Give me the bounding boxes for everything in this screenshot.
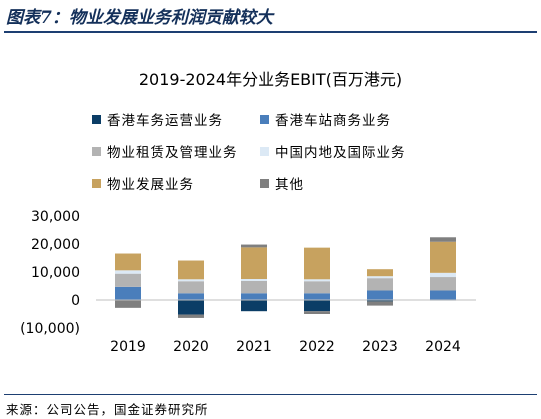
bar-segment-hk_transport-2021 (241, 300, 267, 312)
y-tick-label: 30,000 (31, 209, 80, 225)
legend-swatch (92, 178, 101, 188)
legend-swatch (92, 114, 101, 124)
bar-segment-other-2022 (304, 311, 330, 314)
bar-segment-property_dev-2019 (115, 253, 141, 271)
legend-label: 香港车务运营业务 (107, 113, 223, 129)
legend-item-mainland: 中国内地及国际业务 (260, 141, 406, 161)
bar-segment-property_dev-2023 (367, 269, 393, 277)
legend-label: 香港车站商务业务 (275, 113, 391, 129)
legend-label: 物业租赁及管理业务 (107, 145, 238, 161)
bar-segment-other-2020 (178, 314, 204, 318)
bar-segment-mainland-2023 (367, 276, 393, 279)
chart-title: 2019-2024年分业务EBIT(百万港元) (138, 70, 403, 89)
legend-swatch (260, 178, 269, 188)
bar-segment-hk_station-2024 (430, 290, 456, 300)
y-tick-label: 0 (71, 293, 80, 309)
bar-segment-property_dev-2020 (178, 260, 204, 280)
bar-segment-property_rental-2023 (367, 278, 393, 291)
bar-segment-other-2023 (367, 301, 393, 306)
bar-segment-mainland-2024 (430, 272, 456, 278)
legend-label: 其他 (275, 177, 304, 193)
bar-segment-property_rental-2024 (430, 277, 456, 291)
bar-segment-hk_transport-2022 (304, 300, 330, 312)
bar-segment-hk_station-2021 (241, 293, 267, 300)
bar-segment-hk_transport-2020 (178, 300, 204, 315)
legend-item-other: 其他 (260, 173, 304, 193)
y-tick-label: 10,000 (31, 265, 80, 281)
bar-segment-hk_transport-2023 (367, 300, 393, 302)
legend-label: 物业发展业务 (107, 177, 194, 193)
legend-item-hk-station: 香港车站商务业务 (260, 109, 391, 129)
x-tick-label: 2019 (110, 339, 146, 355)
bar-segment-mainland-2022 (304, 279, 330, 282)
bar-segment-other-2021 (241, 244, 267, 248)
y-tick-label: 20,000 (31, 237, 80, 253)
bar-segment-property_rental-2022 (304, 281, 330, 294)
y-tick-label: (10,000) (20, 321, 80, 337)
x-tick-label: 2022 (299, 339, 335, 355)
bar-segment-other-2019 (115, 300, 141, 308)
legend-item-hk-transport: 香港车务运营业务 (92, 109, 223, 129)
legend-swatch (92, 146, 101, 156)
legend-swatch (260, 146, 269, 156)
figure-title: 图表7：物业发展业务利润贡献较大 (6, 8, 273, 28)
bar-segment-hk_station-2020 (178, 293, 204, 300)
bar-segment-property_dev-2022 (304, 247, 330, 280)
title-divider (4, 31, 537, 33)
bar-segment-property_dev-2024 (430, 241, 456, 273)
footer-divider (4, 394, 537, 395)
x-tick-label: 2023 (362, 339, 398, 355)
source-note: 来源：公司公告，国金证券研究所 (6, 402, 209, 417)
bar-segment-property_dev-2021 (241, 247, 267, 279)
legend-item-property-dev: 物业发展业务 (92, 173, 194, 193)
x-tick-label: 2021 (236, 339, 272, 355)
x-tick-label: 2020 (173, 339, 209, 355)
bar-segment-mainland-2019 (115, 270, 141, 274)
x-tick-label: 2024 (425, 339, 461, 355)
bar-segment-property_rental-2019 (115, 273, 141, 287)
bar-segment-hk_station-2023 (367, 290, 393, 300)
bar-segment-hk_station-2022 (304, 293, 330, 300)
bar-segment-property_rental-2020 (178, 281, 204, 294)
bar-segment-other-2024 (430, 237, 456, 242)
bar-segment-property_rental-2021 (241, 280, 267, 294)
legend-label: 中国内地及国际业务 (275, 145, 406, 161)
legend-swatch (260, 114, 269, 124)
legend-item-property-rental: 物业租赁及管理业务 (92, 141, 238, 161)
bar-segment-mainland-2021 (241, 279, 267, 281)
bar-segment-hk_station-2019 (115, 286, 141, 300)
stacked-bar-chart: (10,000) 0 10,000 20,000 30,000 2019 2020 2021 2… (20, 209, 476, 355)
bar-segment-mainland-2020 (178, 279, 204, 282)
